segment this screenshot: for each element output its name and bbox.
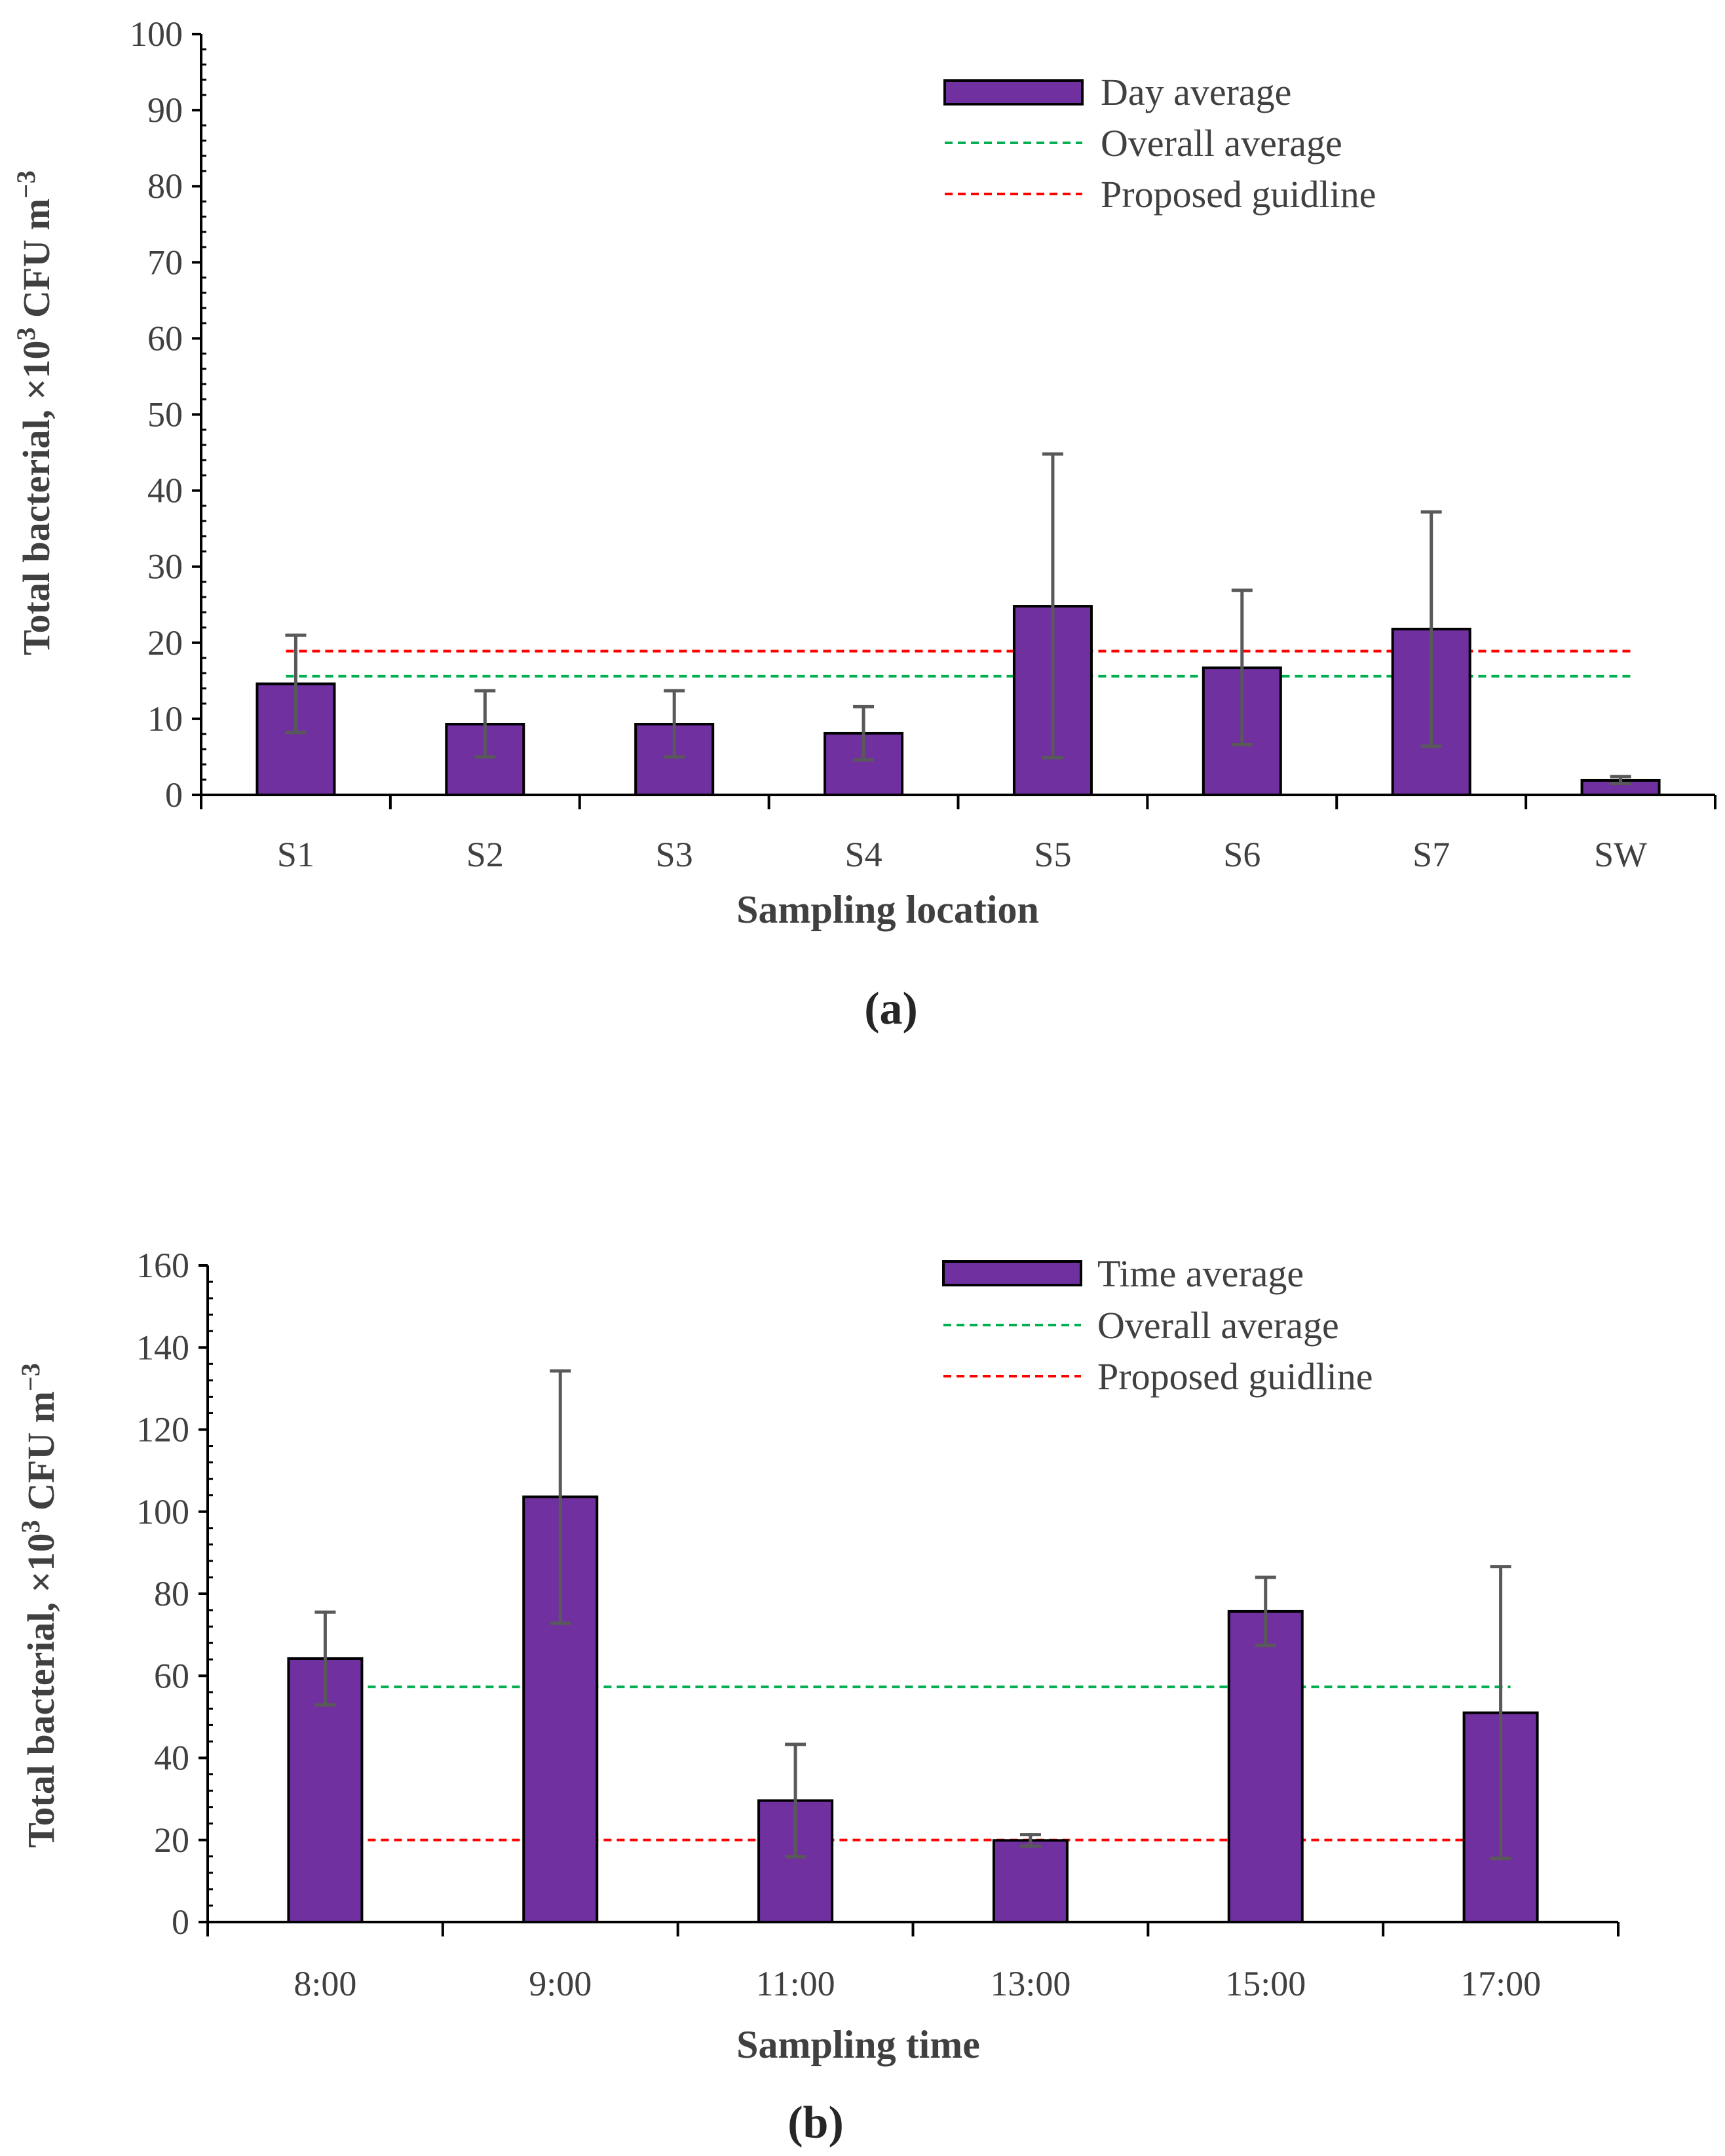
reference-lines-b	[315, 1685, 1511, 1841]
y-axis-title-a-sup2: −3	[11, 170, 41, 199]
y-tick-label: 0	[172, 1902, 189, 1942]
y-tick-label: 60	[154, 1656, 189, 1695]
y-tick-label: 10	[147, 699, 183, 739]
y-axis-title-a-tail: CFU m	[15, 199, 58, 328]
error-bars-a	[285, 452, 1631, 786]
bars-a	[256, 605, 1661, 797]
x-tick-label: S7	[1412, 835, 1450, 874]
y-tick-label: 60	[147, 318, 183, 358]
x-tick-label: S2	[466, 835, 504, 874]
y-axis-title-b: Total bacterial, ×103 CFU m−3	[16, 1363, 63, 1848]
y-tick-label: 40	[147, 471, 183, 510]
y-tick-label: 90	[147, 90, 183, 130]
x-tick-label: SW	[1594, 835, 1647, 874]
y-tick-label: 120	[136, 1410, 189, 1450]
y-tick-label: 50	[147, 395, 183, 434]
y-axis-title-b-tail: CFU m	[20, 1391, 62, 1520]
x-ticks-a: S1 S2 S3 S4 S5 S6 S7 SW	[200, 795, 1716, 874]
panel-label-a: (a)	[864, 984, 918, 1034]
y-axis-title-b-sup2: −3	[16, 1363, 45, 1391]
y-tick-label: 80	[154, 1574, 189, 1613]
y-tick-label: 20	[147, 623, 183, 663]
x-tick-label: 17:00	[1460, 1964, 1541, 2003]
x-tick-label: S1	[277, 835, 314, 874]
y-tick-label: 140	[136, 1328, 189, 1367]
legend-a-overall-label: Overall average	[1101, 122, 1342, 164]
x-tick-label: S5	[1034, 835, 1071, 874]
legend-b-bar-swatch	[942, 1260, 1082, 1286]
x-axis-title-a: Sampling location	[736, 888, 1039, 931]
y-axis-title-a-sup: 3	[11, 327, 41, 340]
chart-panel-b: Total bacterial, ×103 CFU m−3 0 20 40 60 80 1…	[16, 1246, 1620, 2148]
y-ticks-a: 0 10 20 30 40 50 60 70 80 90 100	[130, 14, 206, 815]
chart-panel-a: Total bacterial, ×103 CFU m−3 0 10 20 30 40 5…	[11, 14, 1716, 1034]
y-tick-label: 100	[136, 1492, 189, 1531]
x-tick-label: S3	[656, 835, 693, 874]
error-bars-b	[314, 1369, 1511, 1860]
y-tick-label: 40	[154, 1739, 189, 1778]
x-tick-label: S6	[1223, 835, 1261, 874]
bar-15:00	[1227, 1609, 1304, 1923]
panel-label-b: (b)	[787, 2098, 844, 2148]
y-tick-label: 80	[147, 166, 183, 206]
y-axis-title-a-main: Total bacterial, ×10	[15, 340, 58, 655]
legend-a-guideline-label: Proposed guidline	[1101, 173, 1376, 216]
x-tick-label: 9:00	[529, 1964, 592, 2003]
legend-b-bar-label: Time average	[1097, 1252, 1304, 1295]
x-tick-label: S4	[845, 835, 882, 874]
y-tick-label: 100	[130, 14, 183, 54]
y-tick-label: 70	[147, 242, 183, 282]
bars-b	[287, 1495, 1539, 1924]
legend-a-bar-swatch	[943, 79, 1084, 106]
x-ticks-b: 8:00 9:00 11:00 13:00 15:00 17:00	[206, 1922, 1620, 2003]
y-ticks-b: 0 20 40 60 80 100 120 140 160	[136, 1246, 213, 1942]
legend-a-bar-label: Day average	[1101, 71, 1291, 113]
x-tick-label: 15:00	[1225, 1964, 1306, 2003]
x-axis-title-b: Sampling time	[736, 2023, 980, 2066]
legend-b-guideline-label: Proposed guidline	[1097, 1355, 1373, 1398]
x-tick-label: 13:00	[990, 1964, 1071, 2003]
x-tick-label: 8:00	[294, 1964, 356, 2003]
legend-b: Time average Overall average Proposed gu…	[942, 1252, 1373, 1398]
y-axis-title-b-sup: 3	[16, 1520, 45, 1533]
y-tick-label: 160	[136, 1246, 189, 1285]
x-tick-label: 11:00	[756, 1964, 835, 2003]
legend-a: Day average Overall average Proposed gui…	[943, 71, 1376, 216]
y-axis-title-b-main: Total bacterial, ×10	[20, 1533, 62, 1847]
legend-b-overall-label: Overall average	[1097, 1304, 1339, 1347]
y-axis-title-a: Total bacterial, ×103 CFU m−3	[11, 170, 58, 655]
y-tick-label: 0	[165, 775, 183, 815]
y-tick-label: 30	[147, 547, 183, 587]
bar-13:00	[992, 1839, 1069, 1923]
y-tick-label: 20	[154, 1820, 189, 1860]
